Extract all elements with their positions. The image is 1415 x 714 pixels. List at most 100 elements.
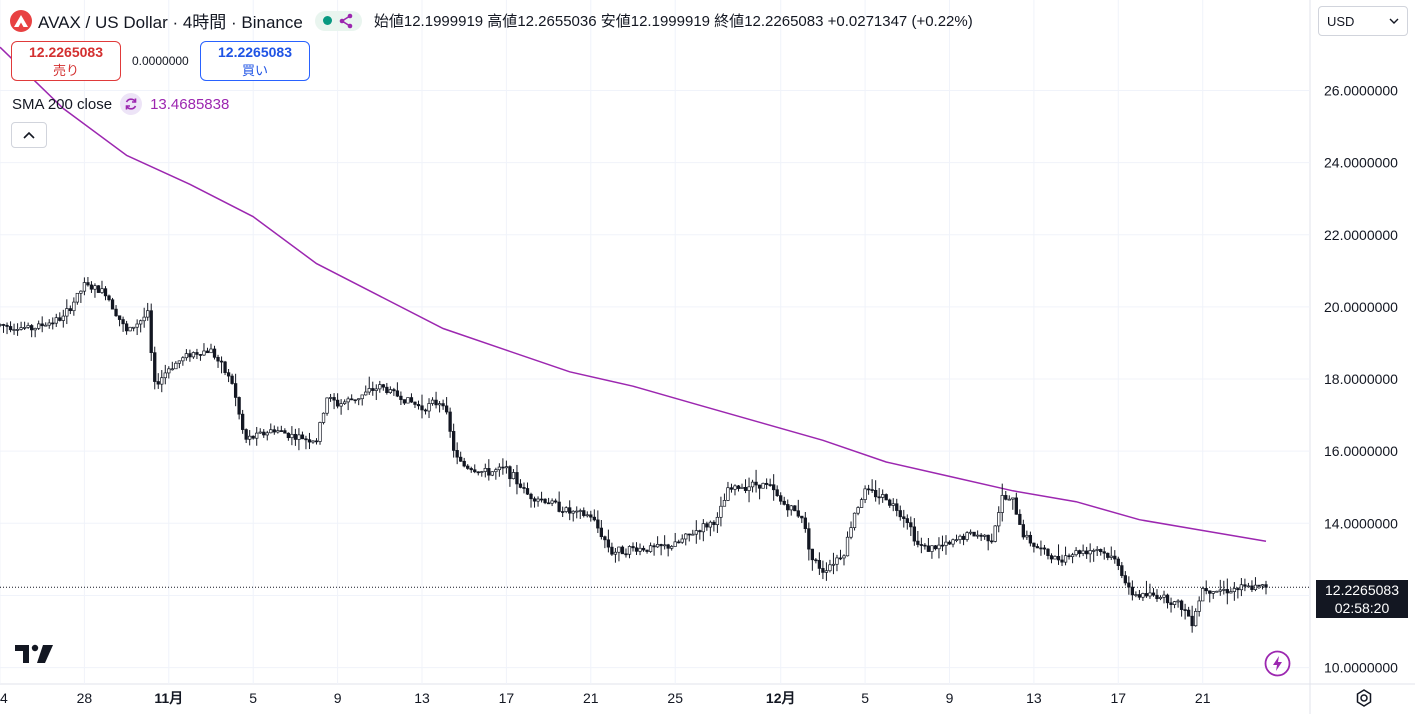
market-status[interactable] [314,10,362,31]
settings-icon[interactable] [1354,688,1374,708]
candle-body [1225,589,1229,594]
candle-body [1042,547,1047,550]
candle-body [1172,601,1177,605]
candle-body [937,544,941,550]
candle-body [86,282,90,286]
candle-body [926,545,931,552]
candle-body [321,412,326,423]
candle-body [490,471,494,476]
candle-body [634,547,639,552]
candle-body [1183,609,1187,611]
candle-body [1113,555,1117,560]
candle-body [691,533,695,536]
candle-body [873,489,878,498]
candle-body [859,499,864,508]
candle-body [754,481,758,486]
tradingview-logo-icon[interactable] [15,643,55,665]
candle-body [241,413,245,430]
candle-body [919,544,924,546]
buy-button[interactable]: 12.2265083 買い [200,41,310,81]
candle-body [233,383,238,398]
candle-body [1056,555,1061,561]
candle-body [476,471,480,474]
indicator-legend[interactable]: SMA 200 close 13.4685838 [12,93,229,115]
candle-body [1243,584,1247,587]
candle-body [979,534,983,537]
x-tick-label: 17 [499,690,515,706]
candle-body [205,350,210,354]
candle-body [940,544,945,547]
candle-body [821,568,825,573]
candle-body [114,308,118,317]
candle-body [578,510,582,512]
candle-body [1053,555,1057,560]
candle-body [775,489,779,497]
symbol-title[interactable]: AVAX / US Dollar · 4時間 · Binance [38,13,303,32]
lightning-icon[interactable] [1264,650,1291,677]
candle-body [223,361,227,374]
time-axis[interactable]: 24 28 11月 5 9 13 17 21 25 12月 5 9 13 17 21 [0,690,1211,706]
candle-body [543,498,547,504]
candle-body [947,541,952,545]
candle-body [107,295,111,301]
candle-body [300,434,305,440]
candle-body [662,544,667,547]
candle-body [881,494,885,498]
candle-body [452,431,456,451]
candle-body [177,360,182,364]
candle-body [385,386,389,393]
candle-body [311,440,315,443]
candle-body [181,357,185,362]
candle-body [1130,586,1135,596]
candle-body [599,527,603,538]
candle-body [219,360,224,363]
chevron-up-icon [23,131,35,139]
candle-body [694,530,698,535]
candle-body [564,507,568,512]
refresh-icon[interactable] [120,93,143,115]
candle-body [1084,550,1089,555]
candle-body [617,546,621,553]
candle-body [1197,600,1201,612]
candle-body [131,326,136,329]
candle-body [441,403,445,407]
candle-body [395,390,400,397]
candle-body [1049,555,1054,560]
candle-body [800,515,804,519]
candle-body [1211,591,1215,594]
candle-body [1144,593,1149,597]
candle-body [483,468,487,472]
candle-body [772,484,776,491]
collapse-legend-button[interactable] [11,122,47,148]
x-tick-label: 9 [946,690,954,706]
candle-body [364,391,368,396]
chevron-down-icon [1389,18,1399,24]
candle-body [698,530,702,533]
y-tick-label: 14.0000000 [1324,515,1398,531]
candle-body [1204,588,1208,592]
sell-button[interactable]: 12.2265083 売り [11,41,121,81]
candle-body [518,483,523,488]
candle-body [212,348,217,358]
candle-body [399,395,403,400]
spread-value: 0.0000000 [132,54,189,68]
candle-body [624,553,628,556]
high-value: 12.2655036 [517,13,597,30]
candle-body [652,545,656,548]
candle-body [722,500,727,507]
price-axis[interactable]: 10.0000000 14.0000000 16.0000000 18.0000000… [1324,82,1398,675]
x-tick-label: 9 [334,690,342,706]
candle-body [768,484,772,486]
candle-body [473,469,477,473]
candle-body [357,398,361,401]
candle-body [561,511,565,513]
y-tick-label: 24.0000000 [1324,155,1398,171]
candle-body [459,456,463,462]
candle-body [304,438,308,441]
currency-select[interactable]: USD [1318,6,1408,36]
candle-body [1109,555,1113,558]
candle-body [757,484,762,489]
candle-body [332,397,336,401]
